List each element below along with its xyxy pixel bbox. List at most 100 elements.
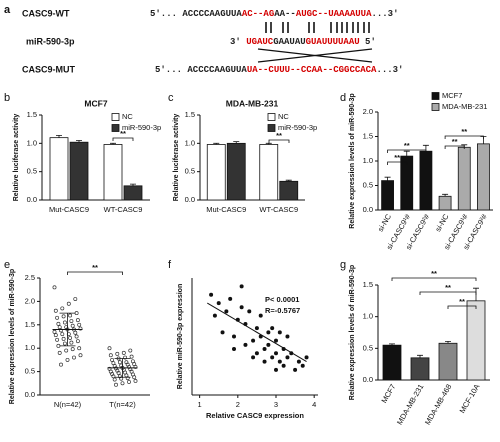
- data-point: [266, 330, 271, 335]
- data-point: [129, 354, 134, 359]
- bar: [382, 344, 402, 381]
- y-tick-label: 0.5: [27, 167, 37, 176]
- y-tick-label: 0.0: [363, 375, 373, 384]
- data-point: [114, 382, 118, 387]
- data-point: [68, 313, 73, 318]
- y-tick-label: 0.0: [25, 390, 35, 399]
- data-point: [251, 355, 256, 360]
- annotation: R=-0.5767: [265, 306, 300, 315]
- sequence-segment: AC--AG: [242, 9, 274, 19]
- legend-label: MCF7: [442, 91, 462, 100]
- error-bar: [417, 354, 423, 358]
- sequence-segment: GUAUUUUAAU: [306, 37, 360, 47]
- y-tick-label: 2.5: [25, 273, 35, 282]
- y-tick-label: 1.0: [27, 138, 37, 147]
- data-point: [274, 367, 278, 372]
- significance-bracket: [387, 161, 408, 165]
- error-bar: [56, 135, 62, 138]
- y-axis-label: Relative expression levels of miR-590-3p: [349, 265, 356, 400]
- data-point: [293, 367, 298, 372]
- data-point: [270, 355, 275, 360]
- data-point: [77, 322, 82, 327]
- data-point: [254, 326, 259, 331]
- data-point: [74, 334, 79, 339]
- bar: [226, 142, 246, 201]
- data-point: [133, 364, 138, 369]
- sequence-segment: 3': [230, 37, 246, 47]
- data-point: [59, 328, 63, 333]
- legend-swatch: [431, 92, 440, 100]
- data-point: [243, 342, 248, 347]
- panel-letter: b: [4, 92, 10, 104]
- sequence-segment: 5': [360, 37, 376, 47]
- sequence-segment: GC--UAAAAUUA: [307, 9, 372, 19]
- data-point: [75, 339, 80, 344]
- bar: [438, 342, 458, 381]
- y-tick-label: 1.0: [25, 343, 35, 352]
- data-point: [277, 330, 282, 335]
- bar: [457, 146, 471, 211]
- data-point: [296, 359, 301, 364]
- x-tick-label: 4: [312, 400, 316, 409]
- data-point: [60, 332, 65, 337]
- sd-bar: [59, 312, 76, 347]
- data-point: [116, 371, 121, 375]
- data-point: [69, 340, 74, 345]
- significance-label: **: [431, 269, 437, 278]
- error-bar: [130, 183, 136, 186]
- data-point: [110, 357, 115, 362]
- data-point: [216, 301, 221, 306]
- data-point: [64, 348, 69, 353]
- sequence-segment: UA--CUUU--CCAA--CGGCCACA: [247, 65, 377, 75]
- y-tick-label: 0.5: [185, 167, 195, 176]
- data-point: [224, 309, 229, 314]
- x-tick-label: 3: [274, 400, 278, 409]
- data-point: [65, 357, 70, 362]
- data-point: [274, 351, 278, 356]
- bar: [410, 357, 430, 381]
- error-bar: [233, 141, 240, 144]
- bar: [381, 180, 394, 211]
- data-point: [69, 319, 74, 324]
- data-point: [53, 333, 58, 338]
- error-bar: [403, 150, 410, 157]
- significance-label: **: [461, 127, 467, 136]
- data-point: [117, 360, 122, 365]
- bar: [419, 150, 433, 211]
- data-point: [254, 351, 259, 356]
- bar: [69, 141, 89, 201]
- data-point: [262, 347, 267, 352]
- error-bar: [285, 179, 292, 182]
- data-point: [251, 338, 256, 343]
- y-axis-label: Relative expression levels of miR-590-3p: [9, 269, 16, 404]
- bar: [103, 144, 123, 201]
- significance-bracket: [444, 135, 484, 139]
- pairing-bars: [265, 22, 370, 33]
- data-point: [127, 379, 131, 384]
- data-point: [55, 315, 60, 320]
- y-axis-label: Relative luciferase activity: [173, 114, 180, 202]
- data-point: [60, 306, 65, 311]
- bar: [279, 180, 299, 201]
- data-point: [120, 381, 125, 386]
- data-point: [72, 355, 76, 360]
- legend-label: NC: [278, 112, 289, 121]
- x-tick-label: 2: [236, 400, 240, 409]
- y-axis-label: Relative expression levels of miR-590-3p: [349, 93, 356, 228]
- data-point: [300, 363, 305, 368]
- x-tick-label: si-NC: [376, 212, 393, 233]
- x-tick-label: MDA-MB-468: [423, 382, 454, 426]
- legend-swatch: [111, 113, 120, 121]
- data-point: [232, 334, 236, 339]
- error-bar: [445, 340, 451, 344]
- data-point: [111, 374, 116, 379]
- mutation-cross: [257, 48, 373, 63]
- y-tick-label: 0.5: [363, 343, 373, 352]
- sequence-segment: AA--: [274, 9, 296, 19]
- legend-label: miR-590-3p: [122, 123, 161, 132]
- x-tick-label: si-NC: [433, 212, 450, 233]
- x-tick-label: 1: [198, 400, 202, 409]
- data-point: [285, 355, 290, 360]
- significance-bracket: [391, 277, 477, 281]
